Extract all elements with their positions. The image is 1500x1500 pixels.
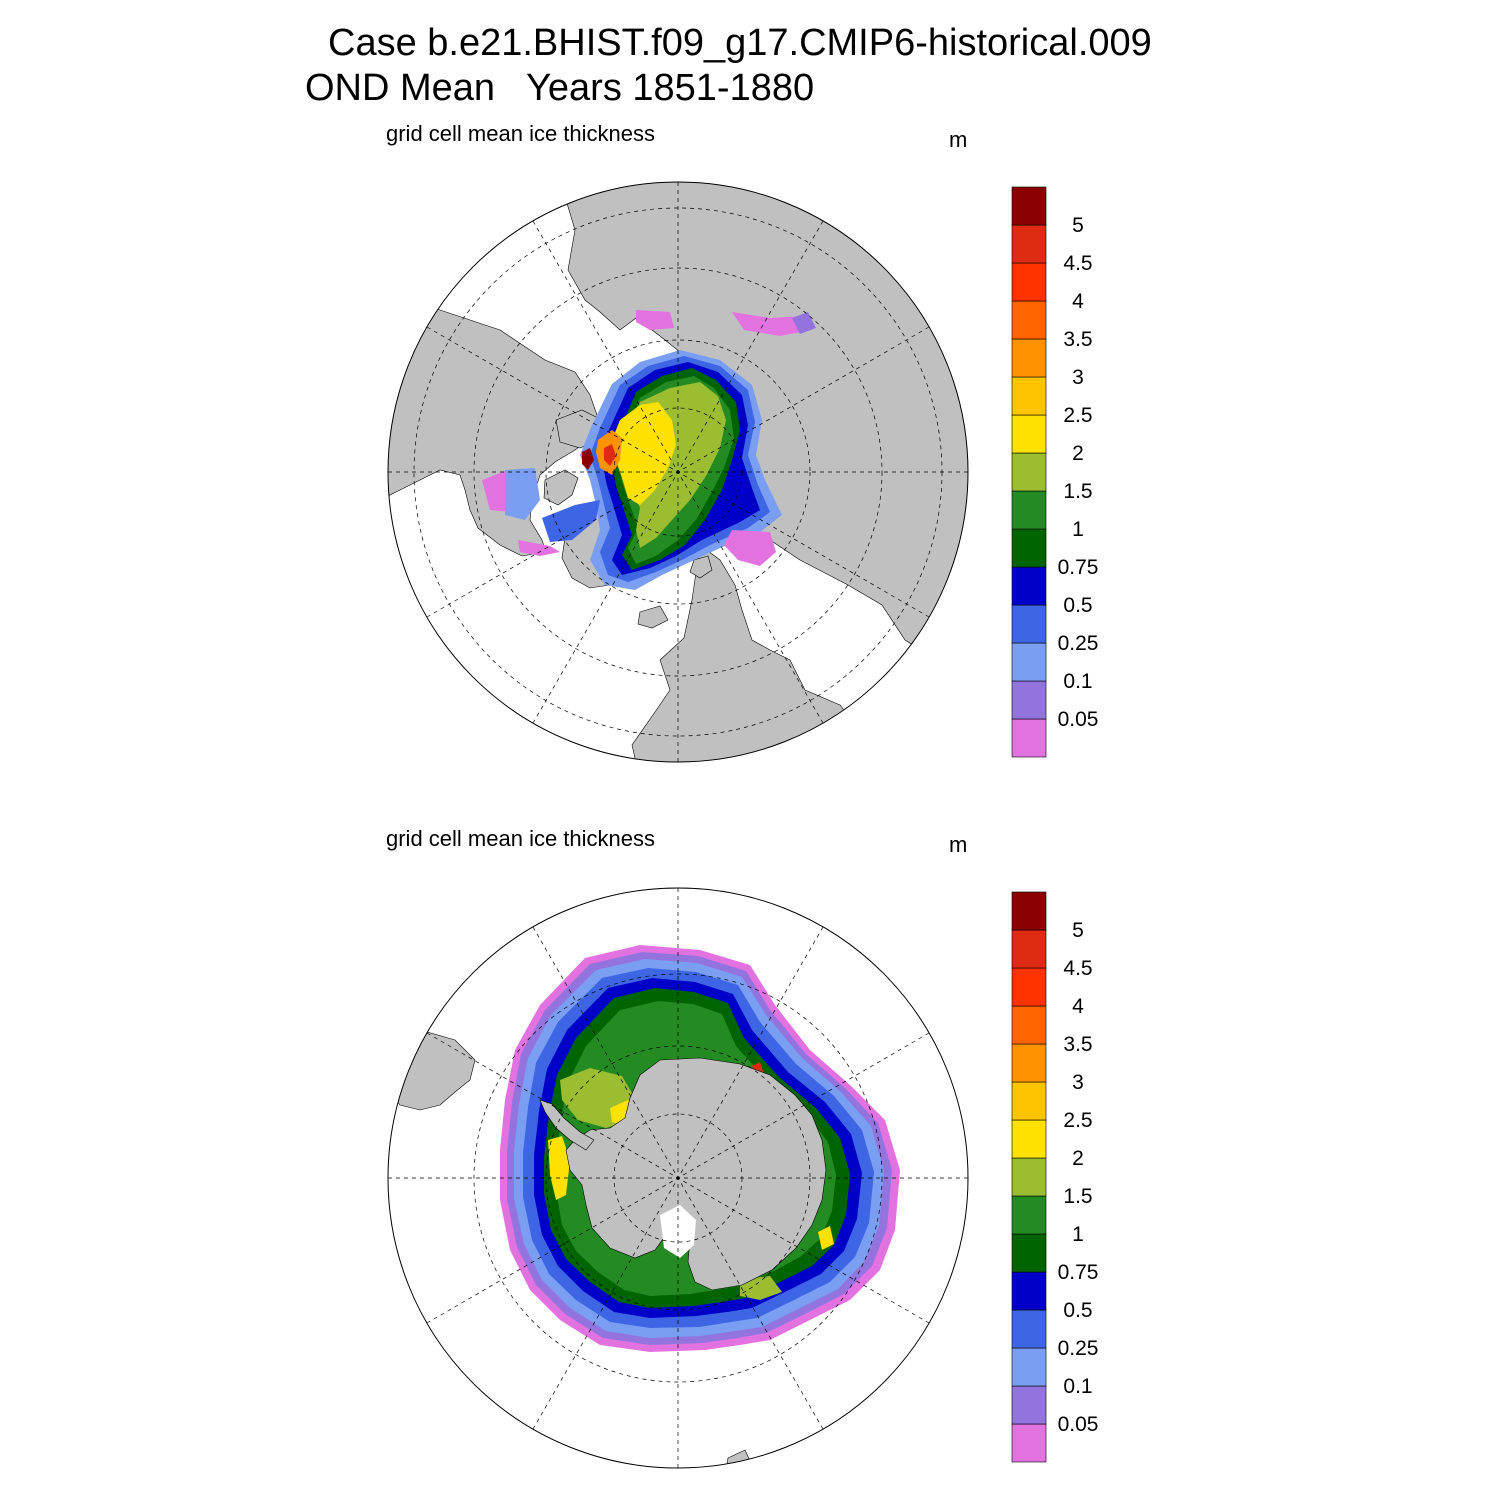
south-colorbar-box <box>1011 1195 1047 1235</box>
south-colorbar-label: 4 <box>1072 995 1084 1018</box>
north-ice-baffin-blue <box>542 500 600 542</box>
south-land-ross-ice-white <box>660 1205 696 1258</box>
north-colorbar-box <box>1011 224 1047 264</box>
south-colorbar-box <box>1011 1233 1047 1273</box>
south-ice-yellow-peninsula <box>548 1136 570 1200</box>
south-colorbar-box <box>1011 1043 1047 1083</box>
north-colorbar-box <box>1011 604 1047 644</box>
north-ice-red-1 <box>604 444 616 466</box>
south-land-antarctica <box>565 1057 827 1291</box>
south-panel-subtitle: grid cell mean ice thickness <box>386 826 656 851</box>
north-land-north-america <box>388 279 599 557</box>
south-ice-lightgreen-ross <box>740 1276 782 1300</box>
north-ice-yellow <box>614 402 676 505</box>
north-colorbar-label: 1.5 <box>1063 480 1092 503</box>
south-panel-units: m <box>949 832 968 857</box>
north-colorbar-label: 3 <box>1072 366 1084 389</box>
north-land-baffin-island <box>543 469 579 506</box>
north-colorbar-box <box>1011 490 1047 530</box>
north-graticule <box>388 182 968 762</box>
north-polar-map <box>387 181 969 763</box>
south-colorbar-label: 3.5 <box>1063 1033 1092 1056</box>
figure-title-case: Case b.e21.BHIST.f09_g17.CMIP6-historica… <box>328 22 1152 64</box>
south-colorbar-box <box>1011 1081 1047 1121</box>
south-colorbar-box <box>1011 1119 1047 1159</box>
south-colorbar-label: 3 <box>1072 1071 1084 1094</box>
north-colorbar-label: 2 <box>1072 442 1084 465</box>
south-colorbar-label: 2 <box>1072 1147 1084 1170</box>
north-colorbar-box <box>1011 452 1047 492</box>
north-colorbar-label: 0.1 <box>1063 670 1092 693</box>
north-colorbar-box <box>1011 338 1047 378</box>
north-colorbar-box <box>1011 566 1047 606</box>
south-colorbar-box <box>1011 1385 1047 1425</box>
north-panel-subtitle: grid cell mean ice thickness <box>386 121 656 146</box>
north-colorbar-label: 1 <box>1072 518 1084 541</box>
north-colorbar-label: 3.5 <box>1063 328 1092 351</box>
south-colorbar-box <box>1011 1309 1047 1349</box>
north-colorbar-box <box>1011 528 1047 568</box>
north-colorbar-box <box>1011 300 1047 340</box>
south-ice-yellow-east <box>818 1226 834 1250</box>
north-colorbar-box <box>1011 376 1047 416</box>
north-colorbar-box <box>1011 642 1047 682</box>
south-colorbar-label: 1.5 <box>1063 1185 1092 1208</box>
south-colorbar-label: 1 <box>1072 1223 1084 1246</box>
south-colorbar-label: 0.25 <box>1058 1337 1099 1360</box>
south-colorbar-label: 0.5 <box>1063 1299 1092 1322</box>
north-colorbar-label: 2.5 <box>1063 404 1092 427</box>
north-colorbar-box <box>1011 414 1047 454</box>
north-ice-pink-barents <box>724 530 776 566</box>
north-land-iceland <box>637 605 669 629</box>
south-colorbar-box <box>1011 1271 1047 1311</box>
figure-title-period: OND Mean Years 1851-1880 <box>305 67 815 109</box>
north-colorbar-box <box>1011 718 1047 758</box>
south-colorbar-box <box>1011 929 1047 969</box>
north-ice-blue-hudson <box>505 468 540 520</box>
south-polar-map <box>387 887 969 1469</box>
north-colorbar-label: 0.25 <box>1058 632 1099 655</box>
south-colorbar-label: 0.1 <box>1063 1375 1092 1398</box>
south-colorbar-box <box>1011 1005 1047 1045</box>
south-colorbar-box <box>1011 1157 1047 1197</box>
north-colorbar-box <box>1011 262 1047 302</box>
north-ice-pink-bering <box>636 310 674 330</box>
south-colorbar-label: 0.75 <box>1058 1261 1099 1284</box>
north-colorbar-label: 4.5 <box>1063 252 1092 275</box>
north-colorbar-label: 5 <box>1072 214 1084 237</box>
south-colorbar-label: 2.5 <box>1063 1109 1092 1132</box>
north-ice-purple-okhotsk <box>792 312 816 334</box>
north-colorbar-box <box>1011 186 1047 226</box>
south-colorbar-box <box>1011 891 1047 931</box>
north-land-svalbard <box>689 555 713 579</box>
south-colorbar-box <box>1011 1423 1047 1463</box>
north-colorbar-label: 4 <box>1072 290 1084 313</box>
north-colorbar: 0.05 0.1 0.25 0.5 0.75 1 1.5 2 2.5 3 3.5 4 4.5 5 <box>1011 186 1099 758</box>
south-colorbar: 0.05 0.1 0.25 0.5 0.75 1 1.5 2 2.5 3 3.5 4 4.5 5 <box>1011 891 1099 1463</box>
south-colorbar-box <box>1011 967 1047 1007</box>
north-ice-darkred-1 <box>582 448 594 470</box>
south-graticule <box>388 888 968 1468</box>
south-map-outline <box>387 887 969 1469</box>
south-colorbar-label: 0.05 <box>1058 1413 1099 1436</box>
south-colorbar-label: 5 <box>1072 919 1084 942</box>
north-colorbar-label: 0.05 <box>1058 708 1099 731</box>
north-ice-pink-labrador <box>518 540 560 556</box>
south-colorbar-box <box>1011 1347 1047 1387</box>
north-colorbar-label: 0.5 <box>1063 594 1092 617</box>
north-colorbar-box <box>1011 680 1047 720</box>
south-colorbar-label: 4.5 <box>1063 957 1092 980</box>
north-colorbar-label: 0.75 <box>1058 556 1099 579</box>
north-map-outline <box>387 181 969 763</box>
north-panel-units: m <box>949 127 968 152</box>
